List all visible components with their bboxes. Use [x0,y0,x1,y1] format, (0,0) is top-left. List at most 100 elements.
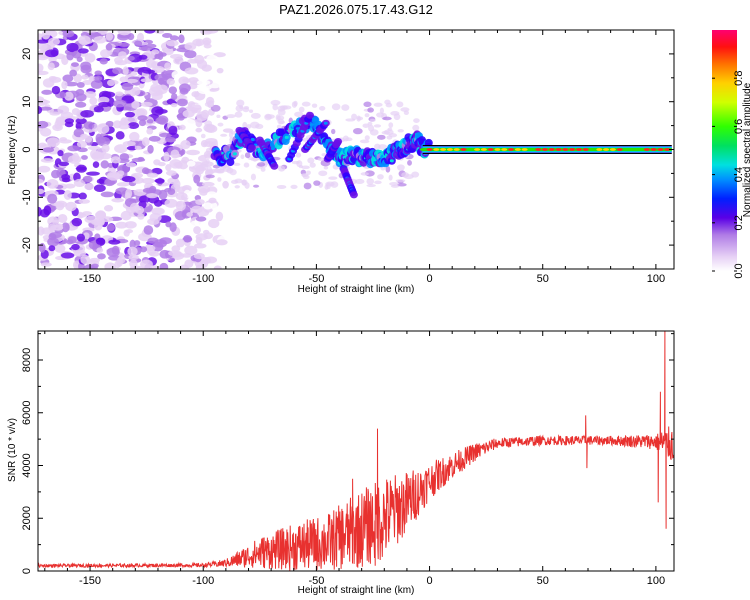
heat-cell [141,177,155,184]
heat-cell [181,253,192,258]
heat-cell [40,158,54,163]
heat-cell [131,108,146,118]
heat-cell [118,51,127,59]
heat-cell [364,135,370,141]
heat-cell [210,104,221,112]
heat-cell [234,111,243,118]
heat-cell [165,170,177,176]
heat-cell [72,152,80,163]
heat-cell [246,124,252,129]
heat-cell [138,119,147,127]
stable-signal-peak [487,148,494,151]
heat-cell [80,110,94,118]
heat-cell [38,98,48,106]
heat-cell [141,167,150,175]
heat-cell [101,143,110,153]
heat-cell [51,219,60,225]
heat-cell [91,219,105,226]
heat-cell [295,152,302,158]
heat-cell [38,142,47,147]
heat-cell [138,45,153,51]
heat-cell [127,122,140,130]
heat-cell [137,115,148,121]
heat-cell [174,210,187,221]
heat-cell [147,237,159,244]
heat-cell [270,99,281,106]
heat-cell [38,63,44,73]
heat-cell [60,252,75,259]
snr-ticks: -150 -100 -50 0 50 100 0 2000 4000 6000 8000 [21,331,674,587]
heat-cell [276,184,287,189]
heat-cell [278,120,285,124]
heat-cell [334,138,343,146]
heat-cell [213,168,224,174]
snr-frame [37,330,675,572]
heat-cell [244,152,251,159]
heat-cell [272,103,278,111]
heat-cell [148,135,161,142]
heat-cell [323,121,328,125]
heat-cell [61,222,70,233]
heat-cell [93,184,106,192]
heat-cell [200,133,206,139]
heat-cell [153,199,163,207]
heat-cell [270,162,279,170]
heat-cell [72,50,82,59]
heat-cell [397,164,405,171]
heat-cell [73,250,87,257]
heat-cell [76,82,85,88]
heat-cell [176,98,188,107]
heat-cell [66,42,79,53]
heat-cell [213,52,226,58]
heat-cell [146,119,154,124]
heat-cell [76,233,86,242]
heat-cell [115,221,128,229]
heat-cell [112,67,123,75]
heat-cell [166,78,176,86]
heat-cell [373,124,382,128]
heat-cell [115,131,125,140]
stable-signal-peak [419,148,426,151]
heat-cell [126,78,139,83]
heat-cell [145,59,157,68]
stable-signal-peak [650,148,657,151]
heat-cell [215,211,224,222]
heat-cell [175,192,188,201]
heat-cell [42,147,55,153]
stable-signal-peak [623,148,630,151]
heat-cell [175,200,186,211]
heat-cell [134,40,143,47]
heat-cell [197,86,210,95]
heat-cell [70,62,79,67]
heat-cell [154,53,161,59]
heat-cell [64,81,78,87]
heat-cell [87,32,102,37]
heat-cell [212,140,219,146]
heat-cell [84,91,97,99]
heat-cell [154,73,168,82]
heat-cell [352,127,363,135]
heat-cell [56,117,66,126]
heat-cell [81,155,88,160]
heat-cell [305,111,314,119]
heat-cell [54,244,66,253]
heat-cell [96,247,104,253]
heat-cell [217,177,222,182]
stable-signal-peak [657,148,664,151]
x-tick-label: 100 [647,273,665,285]
heat-cell [184,259,194,268]
stable-signal-peak [433,148,440,151]
heat-cell [381,130,390,135]
heat-cell [48,245,56,252]
heat-cell [150,83,161,93]
heat-cell [178,34,185,44]
x-tick-label: -100 [192,273,214,285]
heat-cell [80,133,89,139]
heat-cell [87,145,101,151]
heat-cell [89,257,101,263]
heat-cell [47,193,58,204]
x-tick-label: -50 [308,273,324,285]
heat-cell [369,129,379,136]
heat-cell [69,69,78,77]
stable-signal-peak [664,148,671,151]
